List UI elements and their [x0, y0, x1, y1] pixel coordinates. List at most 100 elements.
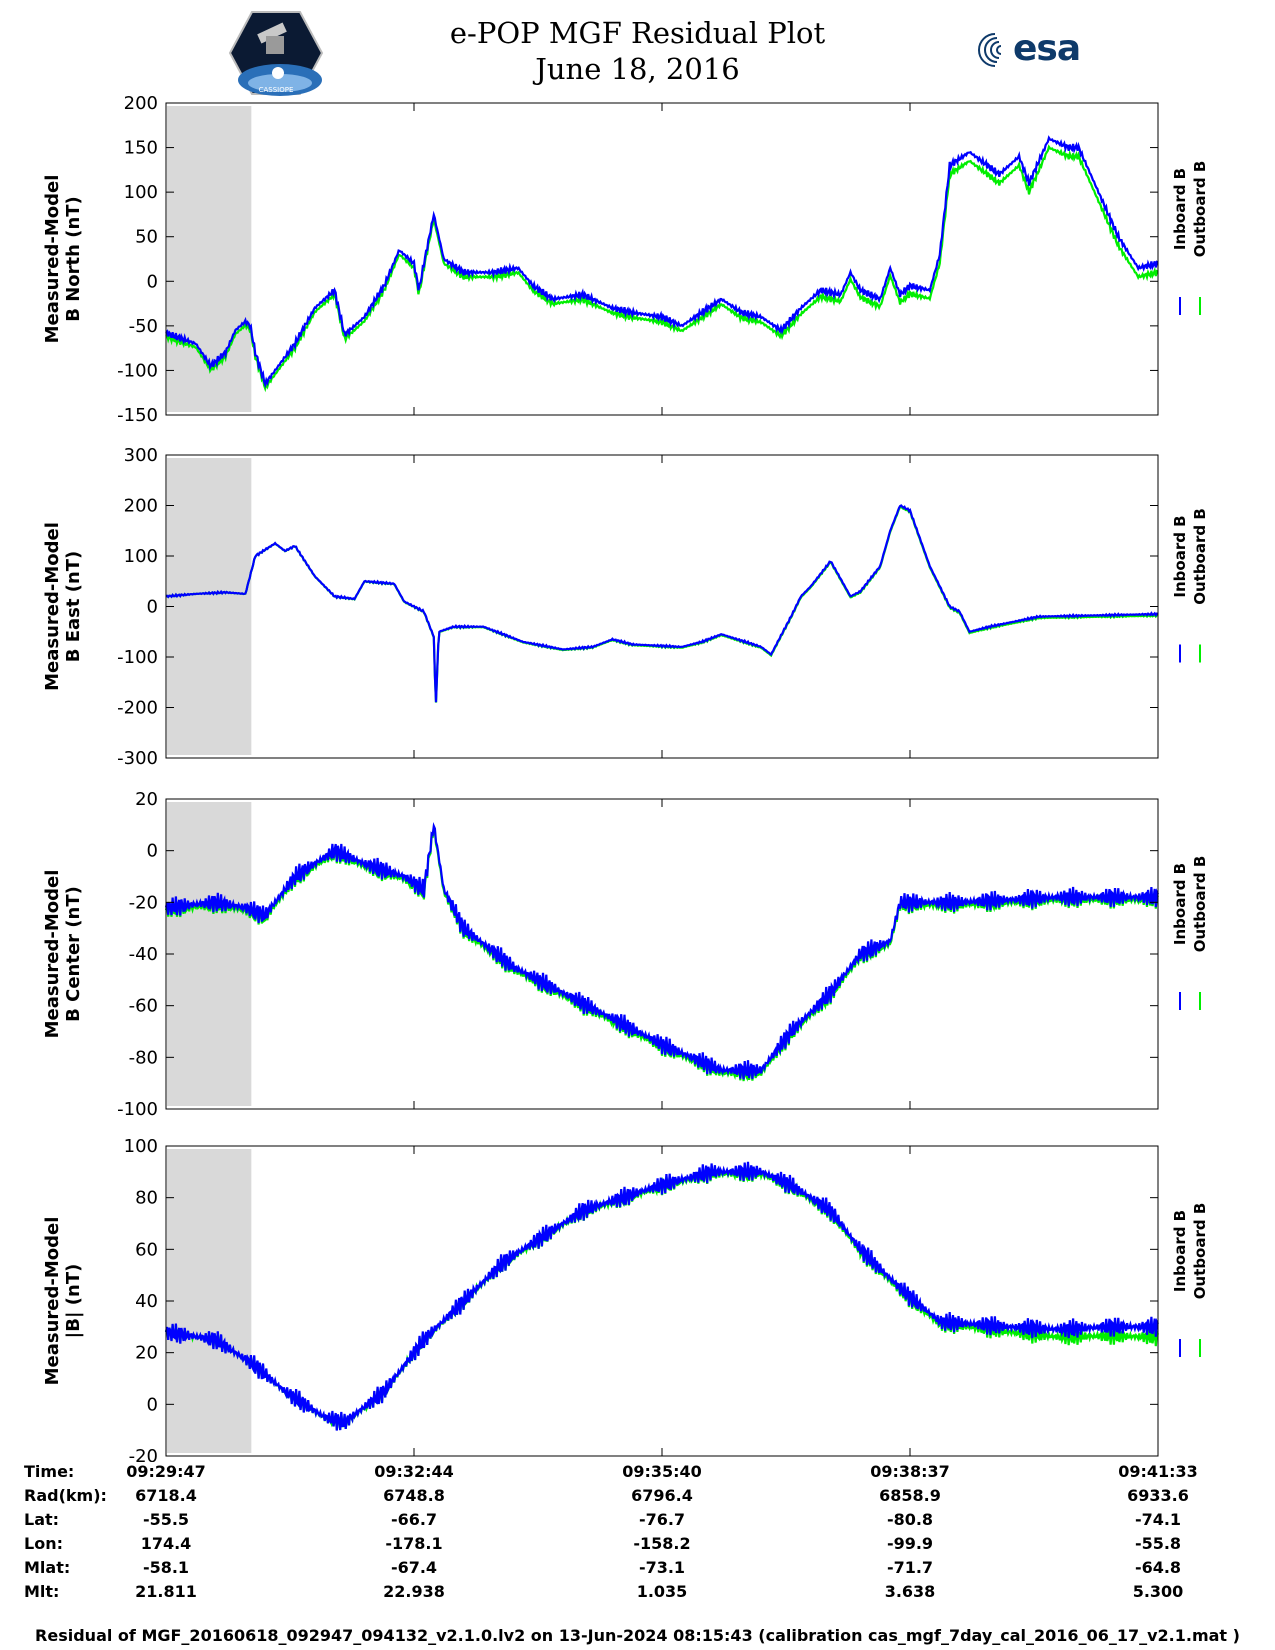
y-tick-label: -80: [129, 1047, 158, 1068]
table-cell: 09:38:37: [870, 1462, 950, 1481]
table-cell: -76.7: [638, 1510, 686, 1529]
legend-label-outboard: Outboard B: [1191, 1203, 1209, 1300]
plot-frame: [165, 454, 1159, 759]
shaded-region: [167, 1149, 252, 1453]
y-axis-label-line: B East (nT): [63, 551, 84, 663]
header: e-POP MGF Residual Plot June 18, 2016 CA…: [0, 0, 1275, 110]
legend: Inboard B Outboard B: [1171, 856, 1209, 1010]
table-cell: 22.938: [383, 1582, 445, 1601]
y-tick-label: -20: [129, 892, 158, 913]
y-axis-label-line: B North (nT): [63, 196, 84, 322]
table-row-label: Mlat:: [24, 1558, 71, 1577]
table-row: Lat: -55.5 -66.7 -76.7 -80.8 -74.1: [0, 1510, 1275, 1534]
y-tick-label: -100: [117, 360, 158, 381]
outboard-series-line: [165, 144, 1159, 393]
chart-east: -300 -200 -100 0 100 200 300 Measured-ModelB Ea…: [42, 445, 1209, 769]
table-cell: -158.2: [633, 1534, 691, 1553]
ephemeris-table: Time: 09:29:47 09:32:44 09:35:40 09:38:37 09:…: [0, 1462, 1275, 1622]
table-row-label: Time:: [24, 1462, 75, 1481]
y-tick-label: 200: [124, 93, 158, 114]
y-tick-label: -60: [129, 996, 158, 1017]
plot-date: June 18, 2016: [535, 52, 740, 86]
y-tick-label: -100: [117, 647, 158, 668]
y-axis-label-line: |B| (nT): [63, 1264, 84, 1339]
table-cell: -73.1: [638, 1558, 686, 1577]
y-tick-label: 0: [147, 597, 158, 618]
y-tick-label: 300: [124, 445, 158, 466]
inboard-series-line: [164, 1161, 1159, 1431]
inboard-series-line: [165, 504, 1159, 703]
table-row: Lon: 174.4 -178.1 -158.2 -99.9 -55.8: [0, 1534, 1275, 1558]
table-cell: -66.7: [390, 1510, 438, 1529]
y-axis-label-line: Measured-Model: [42, 1217, 63, 1386]
y-tick-label: -40: [129, 944, 158, 965]
table-cell: 09:32:44: [374, 1462, 454, 1481]
chart-center: -100 -80 -60 -40 -20 0 20 Measured-ModelB Cente…: [42, 789, 1209, 1120]
outboard-series-line: [164, 1164, 1159, 1431]
y-axis-label: Measured-Model|B| (nT): [42, 1217, 84, 1386]
y-tick-label: -200: [117, 698, 158, 719]
legend: Inboard B Outboard B: [1171, 161, 1209, 315]
table-row: Mlat: -58.1 -67.4 -73.1 -71.7 -64.8: [0, 1558, 1275, 1582]
y-tick-label: -50: [129, 316, 158, 337]
chart-total: -20 0 20 40 60 80 100 Measured-Model|B| (nT) Inb…: [42, 1136, 1209, 1462]
table-cell: -99.9: [886, 1534, 934, 1553]
outboard-series-line: [165, 505, 1159, 703]
legend-label-outboard: Outboard B: [1191, 161, 1209, 258]
shaded-region: [167, 458, 252, 755]
table-row-label: Rad(km):: [24, 1486, 107, 1505]
table-cell: 1.035: [636, 1582, 688, 1601]
chart-north: -150 -100 -50 0 50 100 150 200 Measured-ModelB N…: [42, 93, 1209, 426]
table-cell: -80.8: [886, 1510, 934, 1529]
cassiope-logo: CASSIOPE: [228, 11, 324, 96]
y-tick-label: 60: [135, 1239, 158, 1260]
table-row: Rad(km): 6718.4 6748.8 6796.4 6858.9 6933.6: [0, 1486, 1275, 1510]
legend-label-inboard: Inboard B: [1171, 863, 1189, 945]
legend-label-inboard: Inboard B: [1171, 168, 1189, 250]
table-cell: -64.8: [1134, 1558, 1182, 1577]
y-axis-label-line: Measured-Model: [42, 870, 63, 1039]
legend-label-inboard: Inboard B: [1171, 515, 1189, 597]
inboard-series-line: [165, 135, 1159, 389]
table-row-label: Lon:: [24, 1534, 63, 1553]
plot-title: e-POP MGF Residual Plot: [449, 16, 826, 50]
table-cell: -178.1: [385, 1534, 443, 1553]
esa-logo-text: esa: [1013, 28, 1081, 69]
table-row: Mlt: 21.811 22.938 1.035 3.638 5.300: [0, 1582, 1275, 1606]
y-tick-label: 50: [135, 227, 158, 248]
y-tick-label: -100: [117, 1099, 158, 1120]
table-cell: 09:41:33: [1118, 1462, 1198, 1481]
legend-label-inboard: Inboard B: [1171, 1210, 1189, 1292]
y-axis-label-line: B Center (nT): [63, 886, 84, 1022]
y-tick-label: 80: [135, 1188, 158, 1209]
table-cell: 5.300: [1132, 1582, 1184, 1601]
table-cell: 09:35:40: [622, 1462, 702, 1481]
y-axis-label: Measured-ModelB Center (nT): [42, 870, 84, 1039]
y-tick-label: -150: [117, 405, 158, 426]
y-tick-label: 100: [124, 1136, 158, 1157]
table-cell: 6718.4: [135, 1486, 197, 1505]
y-tick-label: 20: [135, 1343, 158, 1364]
y-tick-label: 200: [124, 496, 158, 517]
y-axis-label: Measured-ModelB North (nT): [42, 175, 84, 344]
y-axis-label-line: Measured-Model: [42, 175, 63, 344]
y-tick-label: 150: [124, 138, 158, 159]
table-cell: -55.8: [1134, 1534, 1182, 1553]
table-cell: 21.811: [135, 1582, 197, 1601]
table-cell: -71.7: [886, 1558, 934, 1577]
y-tick-label: 40: [135, 1291, 158, 1312]
table-cell: 6933.6: [1127, 1486, 1189, 1505]
table-cell: 3.638: [884, 1582, 936, 1601]
y-tick-label: 0: [147, 271, 158, 292]
y-tick-label: -20: [129, 1446, 158, 1462]
legend-label-outboard: Outboard B: [1191, 508, 1209, 605]
esa-logo-mark: [978, 33, 1002, 67]
table-row-label: Mlt:: [24, 1582, 60, 1601]
y-tick-label: 0: [147, 1394, 158, 1415]
shaded-region: [167, 802, 252, 1106]
table-cell: 6796.4: [631, 1486, 693, 1505]
svg-text:CASSIOPE: CASSIOPE: [259, 86, 294, 94]
plot-frame: [165, 102, 1159, 416]
table-cell: -67.4: [390, 1558, 438, 1577]
